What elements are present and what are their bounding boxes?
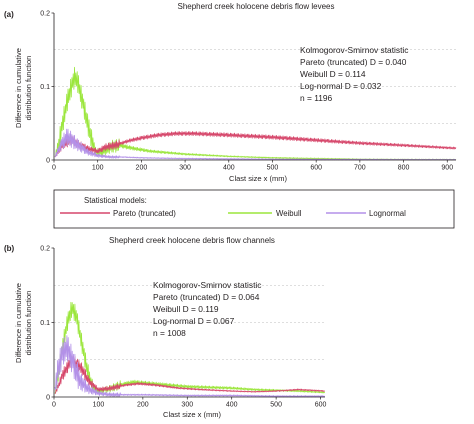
panel-a-stats-lognormal: Log-normal D = 0.032 xyxy=(300,81,382,91)
panel-b-stats-pareto: Pareto (truncated) D = 0.064 xyxy=(153,292,260,302)
panel-b-ylabel-line1: Difference in cumulative xyxy=(14,283,23,363)
legend-label-weibull: Weibull xyxy=(276,209,302,218)
panel-b-x-tick-label-0: 0 xyxy=(52,402,56,409)
panel-b-title: Shepherd creek holocene debris flow chan… xyxy=(109,236,275,245)
panel-b-x-tick-label-6: 600 xyxy=(315,402,327,409)
panel-a-label: (a) xyxy=(4,10,14,19)
panel-a-title: Shepherd creek holocene debris flow leve… xyxy=(178,2,335,11)
legend-box xyxy=(53,189,455,229)
panel-b-label: (b) xyxy=(4,244,15,253)
panel-b-y-tick-label-0: 0 xyxy=(46,395,50,402)
panel-a-ylabel-line1: Difference in cumulative xyxy=(14,48,23,128)
legend-label-lognormal: Lognormal xyxy=(369,209,406,218)
panel-a: (a) Shepherd creek holocene debris flow … xyxy=(4,2,457,183)
legend-title: Statistical models: xyxy=(84,196,147,205)
panel-a-x-tick-label-0: 0 xyxy=(52,165,56,172)
panel-a-x-tick-label-1: 100 xyxy=(92,165,104,172)
legend: Statistical models: Pareto (truncated) W… xyxy=(53,189,455,229)
panel-a-x-tick-label-6: 600 xyxy=(310,165,322,172)
panel-b-stats: Kolmogorov-Smirnov statistic Pareto (tru… xyxy=(153,280,261,338)
panel-a-grid xyxy=(54,49,456,124)
panel-b-stats-n: n = 1008 xyxy=(153,328,186,338)
panel-b-xlabel: Clast size x (mm) xyxy=(163,410,221,419)
panel-a-stats-pareto: Pareto (truncated) D = 0.040 xyxy=(300,57,407,67)
panel-a-x-tick-label-5: 500 xyxy=(267,165,279,172)
panel-a-stats: Kolmogorov-Smirnov statistic Pareto (tru… xyxy=(300,45,408,103)
panel-b-grid xyxy=(54,284,325,361)
legend-label-pareto: Pareto (truncated) xyxy=(113,209,176,218)
panel-a-y-tick-label-2: 0.2 xyxy=(40,11,50,18)
panel-a-x-tick-label-9: 900 xyxy=(441,165,453,172)
panel-a-x-tick-label-7: 700 xyxy=(354,165,366,172)
panel-b-stats-weibull: Weibull D = 0.119 xyxy=(153,304,219,314)
panel-b-x-tick-label-1: 100 xyxy=(93,402,105,409)
panel-b-series-lognormal xyxy=(54,335,326,398)
panel-b-y-tick-label-1: 0.1 xyxy=(40,320,50,327)
panel-b-ylabel-line2: distribution function xyxy=(24,291,33,356)
panel-a-xlabel: Clast size x (mm) xyxy=(229,174,287,183)
panel-b-x-ticks: 0 100 200 300 400 500 600 xyxy=(52,397,326,409)
panel-b-y-tick-label-2: 0.2 xyxy=(40,246,50,253)
panel-a-series xyxy=(54,66,457,161)
panel-b-y-ticks: 0 0.1 0.2 xyxy=(40,246,54,402)
panel-a-stats-n: n = 1196 xyxy=(300,93,333,103)
panel-b-x-tick-label-5: 500 xyxy=(270,402,282,409)
panel-a-x-tick-label-2: 200 xyxy=(136,165,148,172)
panel-a-y-ticks: 0 0.1 0.2 xyxy=(40,11,54,165)
panel-b-series-pareto xyxy=(54,354,326,394)
panel-a-stats-weibull: Weibull D = 0.114 xyxy=(300,69,366,79)
panel-b: (b) Shepherd creek holocene debris flow … xyxy=(4,236,326,419)
panel-b-stats-heading: Kolmogorov-Smirnov statistic xyxy=(153,280,261,290)
panel-a-x-tick-label-4: 400 xyxy=(223,165,235,172)
panel-a-stats-heading: Kolmogorov-Smirnov statistic xyxy=(300,45,408,55)
panel-b-stats-lognormal: Log-normal D = 0.067 xyxy=(153,316,235,326)
panel-b-x-tick-label-3: 300 xyxy=(181,402,193,409)
panel-a-x-tick-label-3: 300 xyxy=(179,165,191,172)
panel-a-series-lognormal xyxy=(54,128,457,161)
panel-a-ylabel-line2: distribution function xyxy=(24,56,33,121)
panel-b-series xyxy=(54,301,326,398)
panel-b-x-tick-label-2: 200 xyxy=(137,402,149,409)
panel-a-x-ticks: 0 100 200 300 400 500 600 700 800 900 xyxy=(52,160,453,172)
panel-a-series-pareto xyxy=(54,131,457,158)
panel-a-x-tick-label-8: 800 xyxy=(398,165,410,172)
panel-b-x-tick-label-4: 400 xyxy=(226,402,238,409)
panel-a-y-tick-label-0: 0 xyxy=(46,158,50,165)
panel-a-y-tick-label-1: 0.1 xyxy=(40,84,50,91)
